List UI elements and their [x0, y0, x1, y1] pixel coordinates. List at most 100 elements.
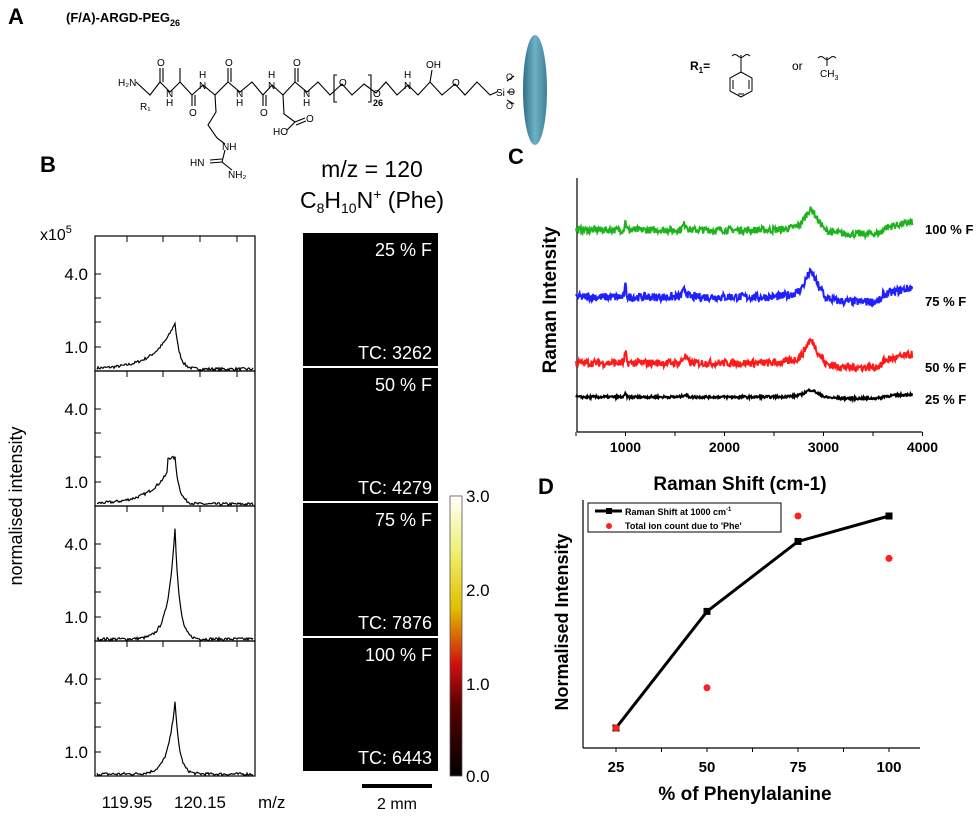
atom-o: O: [189, 108, 197, 119]
y-axis-label: Raman Intensity: [540, 226, 561, 373]
legend-label-ion-count: Total ion count due to 'Phe': [625, 521, 742, 531]
colorbar-tick: 0.0: [466, 767, 490, 786]
total-count-label: TC: 3262: [358, 343, 432, 363]
total-count-label: TC: 7876: [358, 613, 432, 633]
y-tick-label: 1.0: [64, 473, 88, 492]
sample-label: 100 % F: [365, 645, 432, 665]
colorbar: [449, 495, 463, 777]
ion-image-tile: 75 % F TC: 7876: [303, 503, 438, 636]
atom-n: N: [166, 89, 173, 100]
total-count-label: TC: 6443: [358, 748, 432, 768]
legend-box: [587, 502, 782, 533]
spectrum-row: 4.0 1.0: [64, 505, 256, 643]
ion-image: [303, 233, 438, 366]
methyl-wavy-bond-icon: [817, 56, 837, 66]
atom-ho: HO: [273, 127, 288, 138]
spectrum-frame: [94, 505, 256, 642]
x-tick-label: 100: [876, 759, 901, 776]
methyl-label: CH3: [820, 69, 838, 82]
raman-spectrum-line: [575, 267, 914, 309]
spectrum-row: 4.0 1.0: [64, 235, 256, 373]
atom-n: N: [199, 81, 206, 92]
legend-sup: -1: [726, 507, 732, 513]
atom-o: O: [306, 114, 314, 125]
x-tick-label: 3000: [808, 439, 839, 455]
x-axis-label: Raman Shift (cm-1): [653, 474, 826, 495]
series-label: 50 % F: [925, 360, 966, 375]
y-tick-label: 1.0: [64, 743, 88, 762]
x-unit-label: m/z: [258, 793, 285, 812]
ion-count-point: [703, 684, 711, 692]
y-tick-label: 1.0: [64, 338, 88, 357]
mass-spectrum-line: [96, 528, 254, 643]
atom-o: O: [260, 108, 268, 119]
x-tick-label: 75: [790, 759, 807, 776]
y-tick-label: 4.0: [64, 535, 88, 554]
atom-n: N: [303, 89, 310, 100]
atom-o: O: [506, 101, 513, 111]
x-tick-label: 2000: [709, 439, 740, 455]
raman-marker: [885, 512, 893, 520]
x-tick-label: 25: [608, 759, 625, 776]
atom-o: O: [225, 58, 233, 69]
series-label: 100 % F: [925, 222, 973, 237]
raman-series-line: [614, 514, 890, 729]
or-text: or: [792, 59, 803, 73]
nanoparticle-icon: [523, 35, 547, 145]
atom-r1: R₁: [140, 102, 151, 113]
y-axis-label: Normalised Intensity: [552, 533, 572, 710]
mass-spectrum-line: [96, 701, 254, 777]
panel-d-chart: 25 50 75 100 % of Phenylalanine Normalised In…: [552, 500, 920, 805]
panel-label-c: C: [508, 144, 524, 169]
atom-nh: NH: [222, 142, 236, 153]
spectrum-frame: [94, 370, 256, 507]
scale-bar-label: 2 mm: [377, 796, 417, 813]
atom-o: O: [373, 89, 381, 100]
spectrum-frame: [94, 235, 256, 372]
atom-h: H: [404, 70, 411, 81]
atom-n: N: [404, 81, 411, 92]
legend-text: Raman Shift at 1000 cm: [625, 507, 726, 517]
raman-spectrum-line: [575, 206, 914, 241]
atom-n: N: [268, 81, 275, 92]
atom-h: H: [199, 70, 206, 81]
legend-label-raman: Raman Shift at 1000 cm-1: [625, 507, 732, 517]
raman-spectrum-line: [575, 388, 914, 404]
colorbar-tick: 2.0: [466, 581, 490, 600]
atom-h2n: H₂N: [118, 78, 136, 89]
raman-marker: [794, 537, 802, 545]
atom-h: H: [268, 70, 275, 81]
mass-spectrum-line: [96, 455, 254, 507]
panel-label-b: B: [40, 152, 56, 177]
panel-b-title: m/z = 120: [321, 156, 423, 182]
atom-h: H: [303, 98, 310, 109]
ion-count-point: [612, 724, 620, 732]
raman-marker: [703, 607, 711, 615]
atom-h: H: [166, 98, 173, 109]
atom-o: O: [339, 78, 347, 89]
repeat-count: 26: [373, 98, 383, 108]
panel-a-structure: (F/A)-ARGD-PEG26 H₂N R₁ O N H: [66, 10, 838, 181]
mass-spectrum-line: [96, 321, 254, 373]
sample-label: 25 % F: [375, 240, 432, 260]
atom-si: Si: [496, 88, 505, 99]
colorbar-tick: 3.0: [466, 487, 490, 506]
legend-marker-swatch: [606, 508, 612, 514]
panel-label-d: D: [538, 474, 554, 499]
chemical-structure: [135, 68, 515, 171]
series-label: 75 % F: [925, 294, 966, 309]
x-axis-label: % of Phenylalanine: [658, 784, 831, 805]
spectrum-frame: [94, 640, 256, 777]
atom-o: O: [157, 58, 165, 69]
x-tick-label: 4000: [907, 439, 938, 455]
atom-oh: OH: [426, 60, 441, 71]
y-tick-label: 4.0: [64, 265, 88, 284]
panel-b: m/z = 120 C8H10N+ (Phe) x105 normalised …: [6, 156, 490, 813]
y-tick-label: 4.0: [64, 400, 88, 419]
legend-dot-swatch: [606, 523, 612, 529]
spectrum-row: 4.0 1.0: [64, 640, 256, 777]
x-tick-label: 119.95: [102, 793, 153, 812]
ion-count-point: [794, 512, 802, 520]
x-tick-label: 50: [699, 759, 716, 776]
